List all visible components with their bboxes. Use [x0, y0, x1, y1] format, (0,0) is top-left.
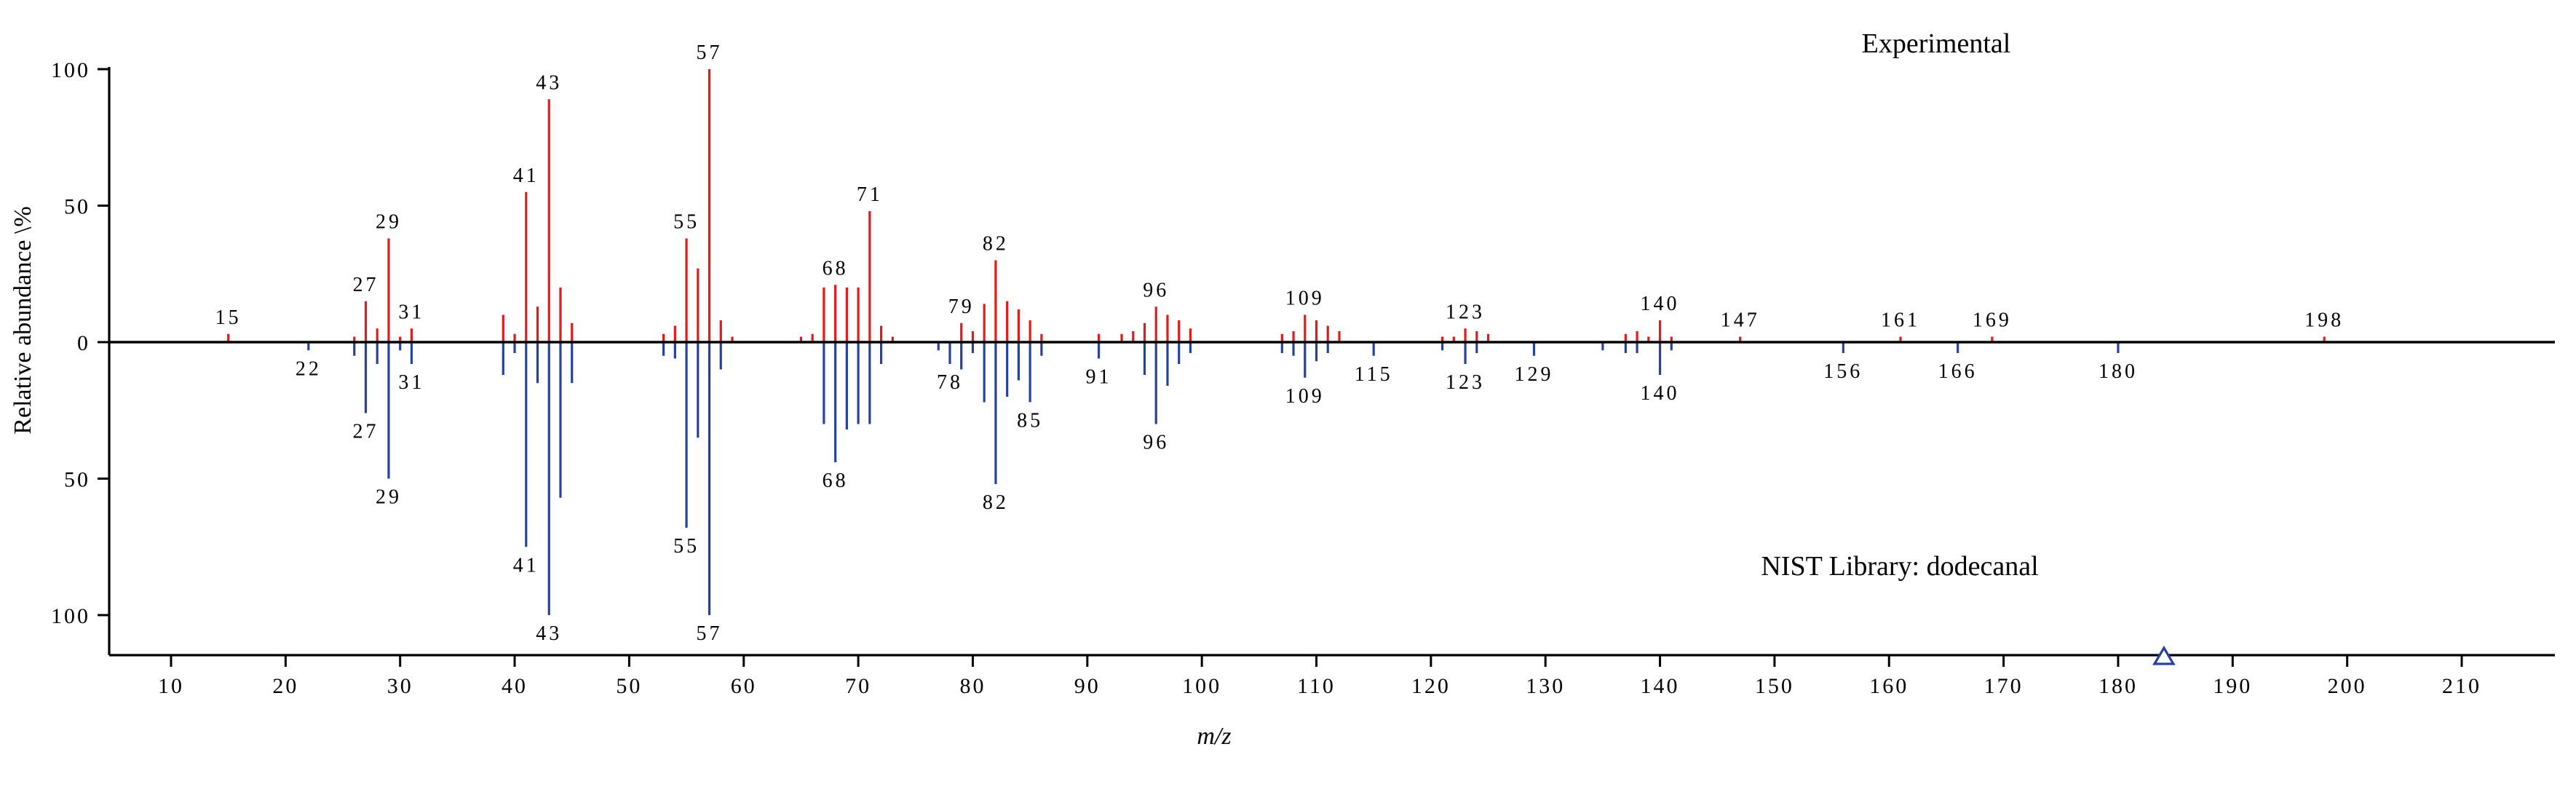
experimental-peak-label: 43: [536, 71, 562, 94]
experimental-peak-label: 31: [398, 301, 424, 323]
library-peak-label: 78: [937, 371, 963, 394]
experimental-peak-label: 55: [673, 211, 700, 234]
experimental-peak-label: 123: [1446, 301, 1485, 323]
library-peak-label: 55: [673, 535, 700, 558]
experimental-peak-label: 198: [2304, 309, 2344, 332]
library-peak-label: 82: [983, 491, 1009, 514]
library-peak-label: 109: [1285, 385, 1325, 408]
x-tick-label: 30: [387, 674, 413, 698]
x-tick-label: 110: [1297, 674, 1336, 698]
library-peak-label: 22: [296, 357, 322, 380]
library-peaks-group: [307, 342, 2120, 615]
x-tick-label: 210: [2442, 674, 2481, 698]
library-peak-label: 41: [513, 554, 539, 577]
experimental-annotation: Experimental: [1862, 28, 2011, 59]
x-tick-label: 130: [1526, 674, 1565, 698]
y-tick-label: 50: [64, 195, 90, 219]
axes-group: [108, 67, 2555, 657]
experimental-peak-label: 96: [1143, 279, 1169, 301]
x-tick-label: 70: [845, 674, 871, 698]
x-tick-label: 50: [616, 674, 642, 698]
y-axis-title: Relative abundance \%: [9, 206, 36, 434]
x-tick-label: 200: [2328, 674, 2367, 698]
experimental-peak-label: 140: [1641, 293, 1680, 315]
library-peak-label: 91: [1086, 366, 1112, 389]
x-tick-label: 180: [2099, 674, 2138, 698]
x-tick-label: 190: [2213, 674, 2252, 698]
library-peak-label: 140: [1641, 382, 1680, 405]
x-tick-label: 170: [1984, 674, 2024, 698]
experimental-peak-label: 147: [1721, 309, 1760, 332]
experimental-peak-label: 71: [857, 183, 883, 206]
library-peak-label: 180: [2099, 360, 2138, 383]
experimental-peak-label: 82: [983, 233, 1009, 256]
y-tick-label: 100: [51, 604, 90, 628]
experimental-peak-label: 68: [823, 257, 849, 280]
experimental-peak-label: 161: [1881, 309, 1920, 332]
molecular-ion-marker-group: [2152, 645, 2176, 665]
molecular-ion-marker-icon: [2152, 645, 2176, 665]
x-tick-label: 80: [959, 674, 986, 698]
y-tick-label: 100: [51, 58, 90, 82]
experimental-peak-label: 109: [1285, 288, 1325, 310]
library-peak-label: 166: [1938, 360, 1978, 383]
library-peak-label: 68: [823, 470, 849, 492]
library-peak-label: 27: [352, 421, 379, 443]
library-peak-label: 123: [1446, 371, 1485, 394]
experimental-peak-label: 41: [513, 165, 539, 187]
x-tick-label: 120: [1411, 674, 1451, 698]
x-tick-label: 10: [158, 674, 184, 698]
y-tick-label: 50: [64, 468, 90, 492]
experimental-peak-label: 79: [948, 296, 975, 318]
experimental-peak-label: 15: [215, 306, 242, 329]
experimental-peak-label: 169: [1973, 309, 2012, 332]
library-annotation: NIST Library: dodecanal: [1761, 551, 2038, 582]
x-tick-label: 60: [731, 674, 757, 698]
x-tick-label: 90: [1074, 674, 1101, 698]
library-peak-label: 57: [697, 622, 723, 645]
library-peak-label: 31: [398, 371, 424, 394]
experimental-peak-label: 27: [352, 274, 379, 296]
library-peak-label: 156: [1823, 360, 1863, 383]
library-peak-label: 129: [1514, 363, 1553, 386]
peak-labels-group: 15 27 29 31 41 43 55 57 68 71 79 82 96 109 123 140 147 16…: [215, 41, 2344, 645]
x-axis-ticks-group: 10 20 30 40 50 60 70 80 90 100 110 120 130 140 150 160 1…: [158, 655, 2481, 698]
y-axis-ticks-group: 100 50 0 50 100: [51, 58, 109, 628]
x-tick-label: 140: [1641, 674, 1680, 698]
experimental-peak-label: 29: [376, 211, 402, 234]
x-tick-label: 160: [1869, 674, 1909, 698]
x-tick-label: 20: [272, 674, 298, 698]
library-peak-label: 96: [1143, 432, 1169, 454]
library-peak-label: 115: [1355, 363, 1393, 386]
x-tick-label: 40: [502, 674, 528, 698]
x-tick-label: 100: [1182, 674, 1221, 698]
experimental-peak-label: 57: [697, 41, 723, 64]
experimental-peaks-group: [227, 69, 2326, 342]
x-axis-title: m/z: [1197, 723, 1231, 750]
library-peak-label: 85: [1017, 410, 1043, 432]
library-peak-label: 29: [376, 486, 402, 509]
library-peak-label: 43: [536, 622, 562, 645]
y-tick-label: 0: [77, 331, 90, 355]
x-tick-label: 150: [1755, 674, 1794, 698]
